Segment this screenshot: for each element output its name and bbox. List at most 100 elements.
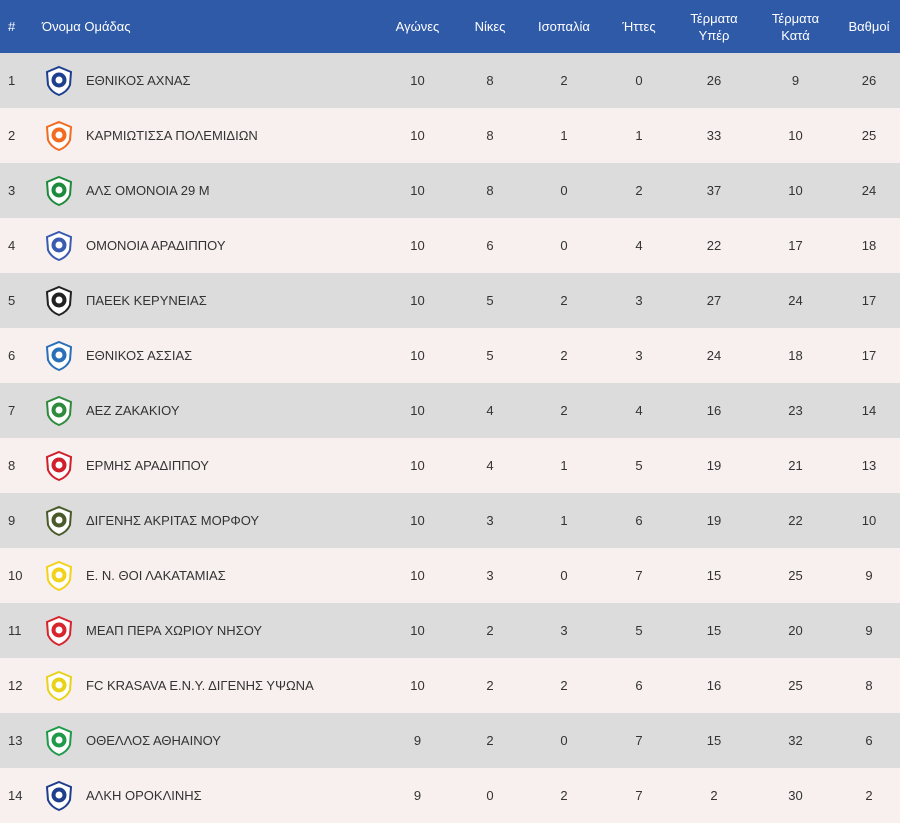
- goals-against-cell: 32: [788, 733, 803, 748]
- played-cell: 10: [410, 293, 425, 308]
- wins-cell: 2: [486, 733, 494, 748]
- header-goals-for-line1: Τέρματα: [690, 10, 738, 26]
- draws-cell: 2: [560, 293, 568, 308]
- position-cell: 1: [8, 73, 16, 88]
- team-link[interactable]: ΜΕΑΠ ΠΕΡΑ ΧΩΡΙΟΥ ΝΗΣΟΥ: [42, 614, 380, 648]
- omonoia-29m-crest-icon: [42, 174, 76, 208]
- team-link[interactable]: ΕΘΝΙΚΟΣ ΑΣΣΙΑΣ: [42, 339, 380, 373]
- points-cell: 14: [861, 403, 877, 418]
- position-cell: 8: [8, 458, 16, 473]
- played-cell: 10: [410, 348, 425, 363]
- position-cell: 11: [8, 623, 22, 638]
- team-cell: ΑΕΖ ΖΑΚΑΚΙΟΥ: [40, 383, 380, 438]
- points-cell: 13: [861, 458, 877, 473]
- team-name: ΑΛΚΗ ΟΡΟΚΛΙΝΗΣ: [86, 788, 202, 803]
- played-cell: 10: [410, 183, 425, 198]
- wins-cell: 4: [486, 458, 494, 473]
- position-cell: 10: [8, 568, 23, 583]
- points-cell: 18: [861, 238, 877, 253]
- team-cell: ΟΜΟΝΟΙΑ ΑΡΑΔΙΠΠΟΥ: [40, 218, 380, 273]
- goals-for-cell: 27: [706, 293, 722, 308]
- table-row: 4 ΟΜΟΝΟΙΑ ΑΡΑΔΙΠΠΟΥ 10 6 0 4 22 17 18: [0, 218, 900, 273]
- goals-against-cell: 17: [788, 238, 803, 253]
- goals-against-cell: 21: [788, 458, 803, 473]
- header-goals-against[interactable]: Τέρματα Κατά: [753, 0, 838, 53]
- points-cell: 6: [865, 733, 873, 748]
- team-link[interactable]: ΟΜΟΝΟΙΑ ΑΡΑΔΙΠΠΟΥ: [42, 229, 380, 263]
- position-cell: 14: [8, 788, 23, 803]
- team-name: ΕΘΝΙΚΟΣ ΑΣΣΙΑΣ: [86, 348, 193, 363]
- draws-cell: 2: [560, 678, 568, 693]
- position-cell: 12: [8, 678, 23, 693]
- team-link[interactable]: ΔΙΓΕΝΗΣ ΑΚΡΙΤΑΣ ΜΟΡΦΟΥ: [42, 504, 380, 538]
- table-row: 2 ΚΑΡΜΙΩΤΙΣΣΑ ΠΟΛΕΜΙΔΙΩΝ 10 8 1 1 33 10 25: [0, 108, 900, 163]
- ermis-aradippou-crest-icon: [42, 449, 76, 483]
- goals-against-cell: 24: [788, 293, 803, 308]
- team-cell: ΔΙΓΕΝΗΣ ΑΚΡΙΤΑΣ ΜΟΡΦΟΥ: [40, 493, 380, 548]
- team-link[interactable]: ΕΡΜΗΣ ΑΡΑΔΙΠΠΟΥ: [42, 449, 380, 483]
- losses-cell: 2: [635, 183, 643, 198]
- draws-cell: 0: [560, 238, 568, 253]
- header-played[interactable]: Αγώνες: [395, 19, 440, 34]
- goals-for-cell: 15: [706, 568, 722, 583]
- team-link[interactable]: ΑΕΖ ΖΑΚΑΚΙΟΥ: [42, 394, 380, 428]
- draws-cell: 1: [560, 513, 568, 528]
- wins-cell: 2: [486, 623, 494, 638]
- header-position[interactable]: #: [8, 19, 16, 34]
- table-row: 12 FC KRASAVA Ε.Ν.Υ. ΔΙΓΕΝΗΣ ΥΨΩΝΑ 10 2 2 6 16…: [0, 658, 900, 713]
- draws-cell: 2: [560, 788, 568, 803]
- goals-for-cell: 37: [706, 183, 722, 198]
- wins-cell: 5: [486, 348, 494, 363]
- team-link[interactable]: ΕΘΝΙΚΟΣ ΑΧΝΑΣ: [42, 64, 380, 98]
- table-row: 10 Ε. Ν. ΘΟΙ ΛΑΚΑΤΑΜΙΑΣ 10 3 0 7 15 25 9: [0, 548, 900, 603]
- losses-cell: 4: [635, 238, 643, 253]
- header-wins[interactable]: Νίκες: [474, 19, 506, 34]
- team-name: ΚΑΡΜΙΩΤΙΣΣΑ ΠΟΛΕΜΙΔΙΩΝ: [86, 128, 258, 143]
- losses-cell: 3: [635, 348, 643, 363]
- goals-for-cell: 22: [706, 238, 722, 253]
- goals-for-cell: 16: [706, 678, 722, 693]
- position-cell: 7: [8, 403, 16, 418]
- header-goals-against-line1: Τέρματα: [771, 10, 820, 26]
- team-link[interactable]: ΠΑΕΕΚ ΚΕΡΥΝΕΙΑΣ: [42, 284, 380, 318]
- wins-cell: 4: [486, 403, 494, 418]
- goals-for-cell: 26: [706, 73, 722, 88]
- ethnikos-assias-crest-icon: [42, 339, 76, 373]
- wins-cell: 3: [486, 568, 494, 583]
- team-link[interactable]: ΑΛΚΗ ΟΡΟΚΛΙΝΗΣ: [42, 779, 380, 813]
- played-cell: 9: [413, 733, 422, 748]
- header-draws[interactable]: Ισοπαλία: [538, 19, 590, 34]
- points-cell: 9: [865, 568, 873, 583]
- played-cell: 10: [410, 73, 425, 88]
- losses-cell: 1: [635, 128, 643, 143]
- table-row: 13 ΟΘΕΛΛΟΣ ΑΘΗΑΙΝΟΥ 9 2 0 7 15 32 6: [0, 713, 900, 768]
- header-losses[interactable]: Ήττες: [622, 19, 656, 34]
- header-team-name[interactable]: Όνομα Ομάδας: [42, 19, 131, 34]
- goals-for-cell: 2: [710, 788, 718, 803]
- goals-against-cell: 25: [788, 568, 803, 583]
- team-link[interactable]: FC KRASAVA Ε.Ν.Υ. ΔΙΓΕΝΗΣ ΥΨΩΝΑ: [42, 669, 380, 703]
- team-link[interactable]: ΑΛΣ ΟΜΟΝΟΙΑ 29 Μ: [42, 174, 380, 208]
- team-cell: ΟΘΕΛΛΟΣ ΑΘΗΑΙΝΟΥ: [40, 713, 380, 768]
- team-link[interactable]: ΟΘΕΛΛΟΣ ΑΘΗΑΙΝΟΥ: [42, 724, 380, 758]
- played-cell: 10: [410, 678, 425, 693]
- points-cell: 8: [865, 678, 873, 693]
- wins-cell: 8: [486, 128, 494, 143]
- header-points[interactable]: Βαθμοί: [848, 19, 890, 34]
- thoi-lakatamias-crest-icon: [42, 559, 76, 593]
- table-row: 5 ΠΑΕΕΚ ΚΕΡΥΝΕΙΑΣ 10 5 2 3 27 24 17: [0, 273, 900, 328]
- draws-cell: 2: [560, 403, 568, 418]
- team-link[interactable]: Ε. Ν. ΘΟΙ ΛΑΚΑΤΑΜΙΑΣ: [42, 559, 380, 593]
- losses-cell: 4: [635, 403, 643, 418]
- team-link[interactable]: ΚΑΡΜΙΩΤΙΣΣΑ ΠΟΛΕΜΙΔΙΩΝ: [42, 119, 380, 153]
- header-goals-for[interactable]: Τέρματα Υπέρ: [675, 0, 753, 53]
- points-cell: 2: [865, 788, 873, 803]
- goals-against-cell: 23: [788, 403, 803, 418]
- goals-for-cell: 24: [706, 348, 722, 363]
- team-name: ΔΙΓΕΝΗΣ ΑΚΡΙΤΑΣ ΜΟΡΦΟΥ: [86, 513, 260, 528]
- draws-cell: 0: [560, 733, 568, 748]
- position-cell: 13: [8, 733, 23, 748]
- position-cell: 4: [8, 238, 16, 253]
- losses-cell: 6: [635, 678, 643, 693]
- table-row: 14 ΑΛΚΗ ΟΡΟΚΛΙΝΗΣ 9 0 2 7 2 30 2: [0, 768, 900, 823]
